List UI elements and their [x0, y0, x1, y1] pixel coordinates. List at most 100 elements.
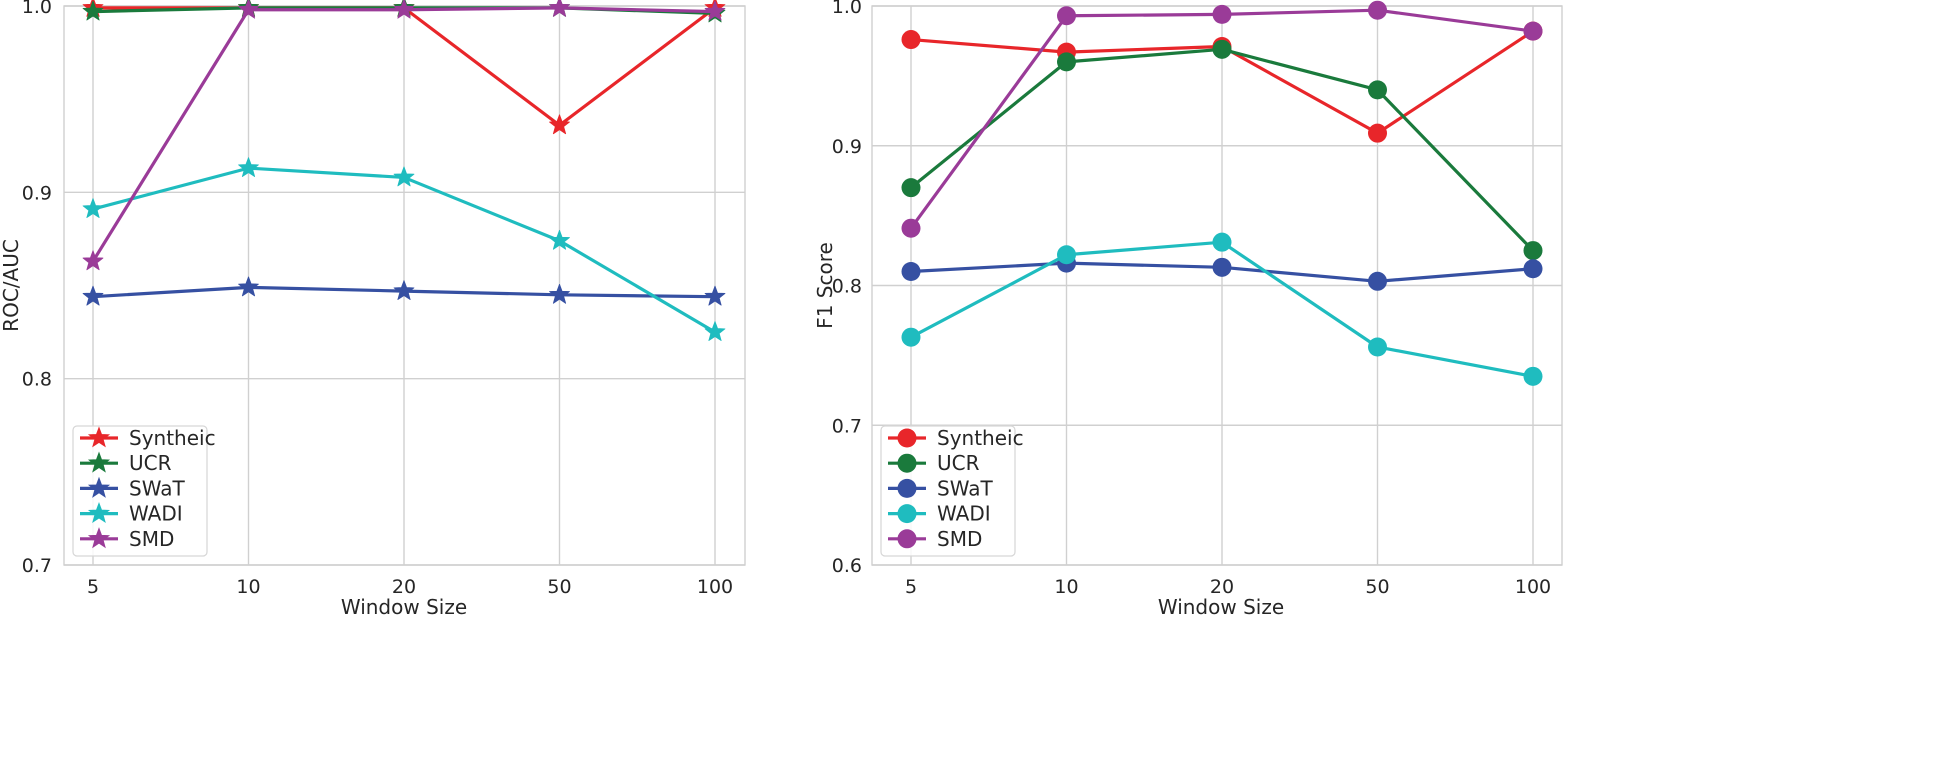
legend-label: SWaT	[937, 476, 993, 500]
legend-item-smd: SMD	[80, 527, 174, 551]
legend-marker	[87, 527, 111, 549]
legend-item-wadi: WADI	[888, 502, 991, 526]
data-point-smd	[82, 250, 104, 271]
data-point-ucr	[82, 0, 104, 21]
data-point-swat	[238, 276, 259, 297]
y-tick-label: 0.9	[22, 182, 52, 204]
legend-item-smd: SMD	[888, 527, 982, 551]
legend-item-swat: SWaT	[80, 476, 185, 500]
data-point-wadi	[901, 327, 921, 347]
data-point-smd	[238, 0, 259, 19]
data-point-smd	[393, 0, 415, 19]
data-point-swat	[1212, 257, 1232, 277]
data-point-wadi	[238, 157, 259, 178]
data-point-syntheic	[901, 30, 921, 50]
x-tick-label: 5	[87, 576, 99, 598]
legend-marker	[897, 504, 917, 524]
series-ucr	[901, 39, 1543, 261]
data-point-smd	[901, 218, 921, 238]
legend-label: UCR	[129, 451, 172, 475]
y-tick-label: 0.8	[832, 276, 862, 298]
legend-marker	[897, 478, 917, 498]
data-point-smd	[1057, 6, 1076, 26]
data-point-wadi	[549, 229, 570, 250]
legend-item-syntheic: Syntheic	[80, 426, 216, 450]
data-point-ucr	[1368, 80, 1387, 100]
x-tick-label: 10	[236, 576, 260, 598]
data-point-wadi	[1057, 245, 1076, 265]
data-point-swat	[1523, 259, 1543, 279]
data-point-ucr	[1057, 52, 1076, 72]
plot-frame	[871, 5, 1563, 566]
legend-label: WADI	[937, 502, 991, 526]
series-swat	[82, 276, 726, 306]
legend-marker	[897, 529, 917, 549]
x-tick-label: 50	[547, 576, 571, 598]
y-tick-label: 0.7	[832, 415, 862, 437]
chart-panel-2: 0.6 0.7 0.8 0.9 1.0 5 10 20 50 100 Window Size F1 S…	[813, 0, 1563, 619]
legend-label: SMD	[129, 527, 174, 551]
data-point-wadi	[1212, 232, 1232, 252]
x-tick-label: 50	[1365, 576, 1389, 598]
legend-item-ucr: UCR	[80, 451, 172, 475]
x-tick-label: 20	[392, 576, 416, 598]
data-point-smd	[1368, 0, 1387, 20]
legend-box	[72, 425, 208, 557]
data-point-wadi	[393, 166, 415, 187]
legend-label: Syntheic	[129, 426, 216, 450]
data-point-wadi	[1523, 366, 1543, 386]
y-tick-label: 0.7	[22, 555, 52, 577]
legend-item-swat: SWaT	[888, 476, 993, 500]
x-axis-label: Window Size	[1158, 595, 1284, 619]
legend-label: Syntheic	[937, 426, 1024, 450]
legend-marker	[87, 426, 111, 448]
legend-marker	[87, 476, 111, 498]
data-point-smd	[549, 0, 570, 17]
chart-panel-1: 0.7 0.8 0.9 1.0 5 10 20 50 100 Window Size ROC/AUC…	[0, 0, 746, 619]
y-axis-label: F1 Score	[813, 242, 837, 329]
x-axis-label: Window Size	[341, 595, 467, 619]
data-point-swat	[549, 283, 570, 304]
data-point-swat	[704, 285, 726, 306]
y-axis-label: ROC/AUC	[0, 239, 23, 332]
data-point-wadi	[704, 321, 726, 341]
legend-marker	[87, 501, 111, 524]
data-point-smd	[704, 0, 726, 21]
legend-marker	[897, 453, 917, 473]
series-wadi	[901, 232, 1543, 386]
data-point-smd	[1212, 4, 1232, 24]
data-point-wadi	[82, 198, 104, 219]
legend-label: SWaT	[129, 476, 185, 500]
y-tick-label: 0.9	[832, 136, 862, 158]
legend-item-syntheic: Syntheic	[888, 426, 1024, 450]
legend-item-ucr: UCR	[888, 451, 980, 475]
data-point-wadi	[1368, 337, 1387, 357]
data-point-syntheic	[1368, 123, 1387, 143]
x-tick-label: 10	[1054, 576, 1078, 598]
legend-marker	[897, 428, 917, 448]
data-point-swat	[901, 262, 921, 282]
x-tick-label: 5	[905, 576, 917, 598]
series-smd	[901, 0, 1543, 238]
x-tick-label: 100	[1515, 576, 1551, 598]
y-tick-label: 1.0	[22, 0, 52, 18]
data-point-smd	[1523, 21, 1543, 41]
data-point-swat	[82, 285, 104, 306]
legend-item-wadi: WADI	[80, 502, 183, 526]
y-tick-label: 0.8	[22, 369, 52, 391]
legend-label: SMD	[937, 527, 982, 551]
data-point-syntheic	[549, 114, 570, 135]
y-tick-label: 0.6	[832, 555, 862, 577]
x-tick-label: 20	[1210, 576, 1234, 598]
legend-marker	[87, 451, 111, 473]
x-tick-label: 100	[697, 576, 733, 598]
series-smd	[82, 0, 726, 271]
legend-label: WADI	[129, 502, 183, 526]
data-point-ucr	[1212, 39, 1232, 59]
data-point-swat	[393, 280, 415, 300]
data-point-ucr	[1523, 241, 1543, 261]
